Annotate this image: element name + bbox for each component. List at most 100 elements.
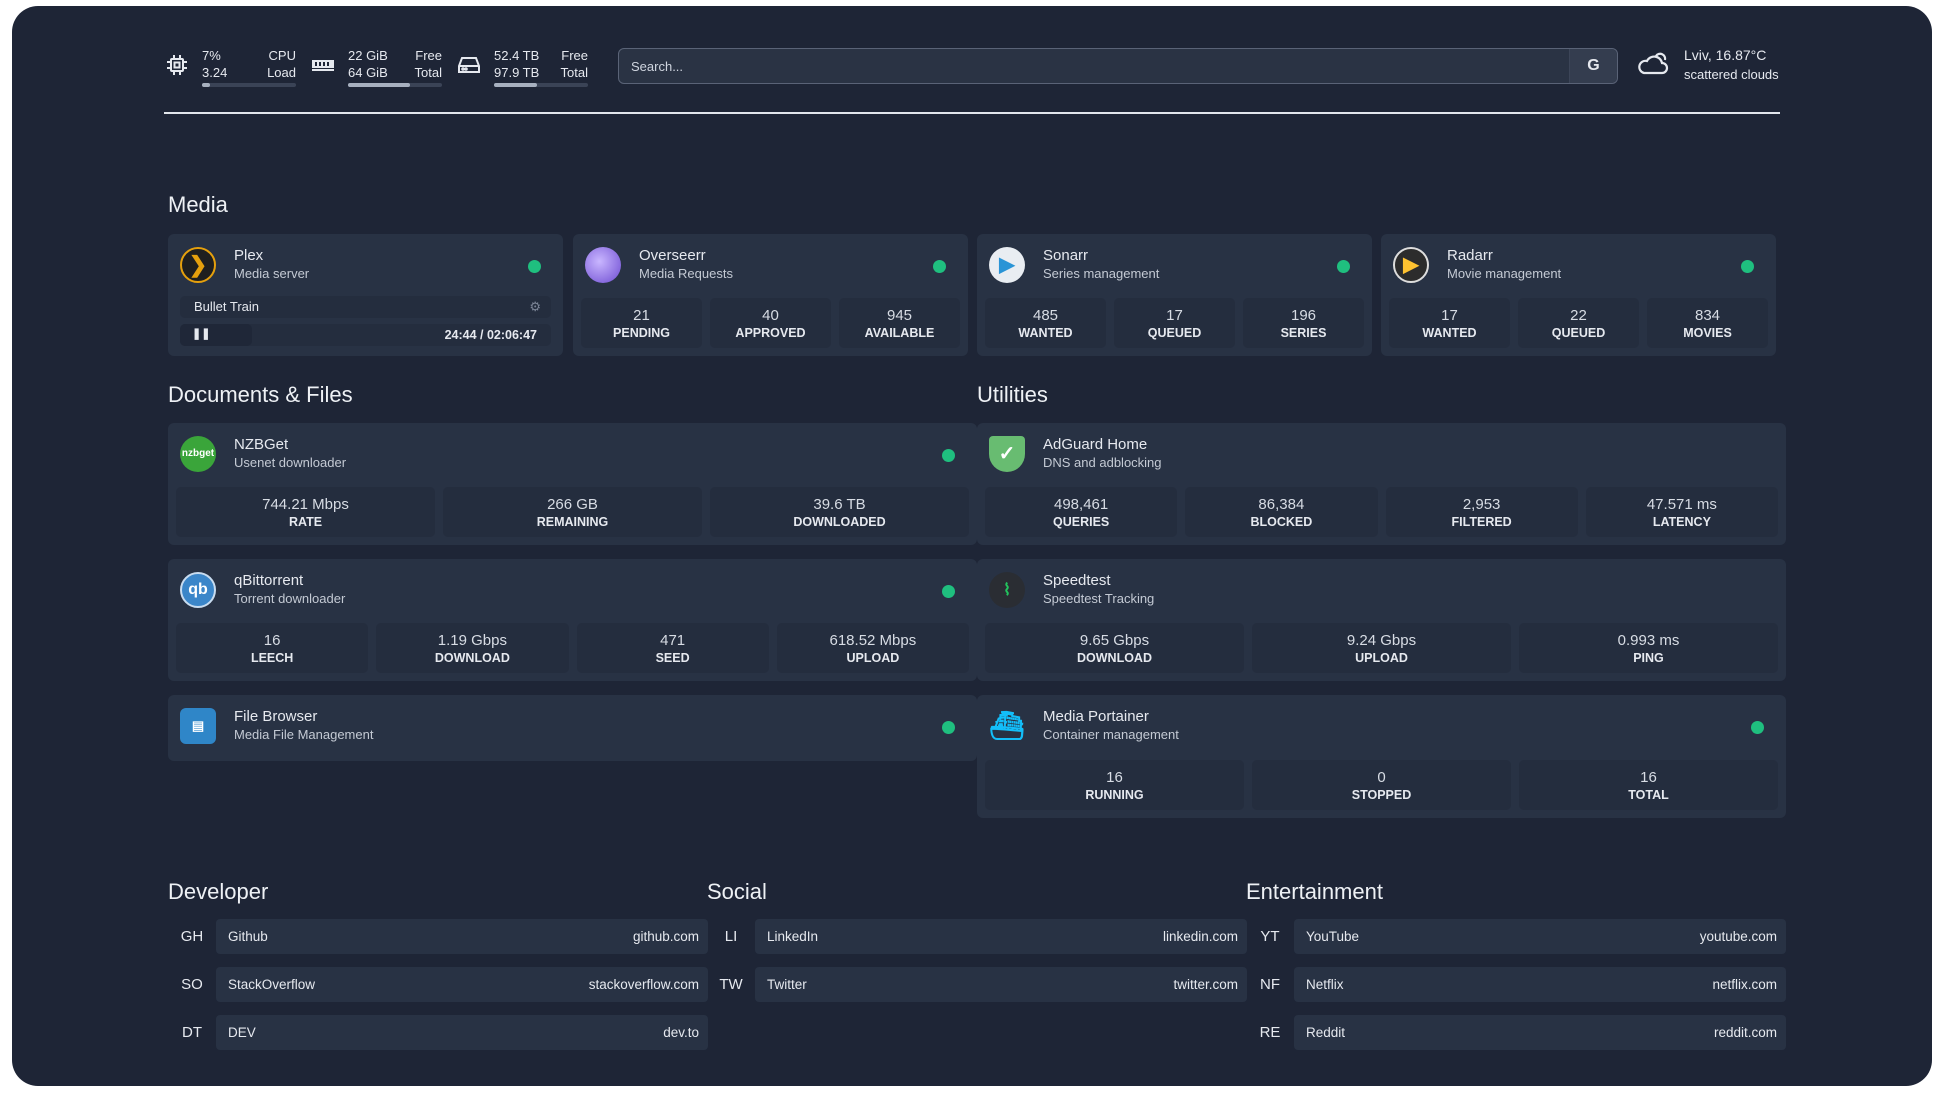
- stat-filtered: 2,953 FILTERED: [1385, 487, 1578, 537]
- bookmark-name: Netflix: [1306, 977, 1344, 992]
- disk-icon: [456, 52, 482, 78]
- stat-queued: 17 QUEUED: [1114, 298, 1235, 348]
- stats-row: 16 LEECH 1.19 Gbps DOWNLOAD 471 SEED 618.52 Mb…: [176, 623, 969, 673]
- bookmark-name: StackOverflow: [228, 977, 316, 992]
- bookmark-stackoverflow[interactable]: SO StackOverflow stackoverflow.com: [168, 967, 708, 1002]
- playback-time: 24:44 / 02:06:47: [444, 328, 537, 342]
- pause-icon[interactable]: ❚❚: [180, 324, 252, 346]
- qbittorrent-icon: qb: [180, 571, 234, 608]
- bookmark-netflix[interactable]: NF Netflix netflix.com: [1246, 967, 1786, 1002]
- memory-labels: Free Total: [414, 48, 442, 80]
- bookmark-name: DEV: [228, 1025, 256, 1040]
- stats-row: 9.65 Gbps DOWNLOAD 9.24 Gbps UPLOAD 0.993 ms…: [985, 623, 1778, 673]
- cpu-widget: 7% 3.24 CPU Load: [164, 43, 296, 87]
- usage-fill: [202, 83, 210, 87]
- bookmark-link[interactable]: Netflix netflix.com: [1294, 967, 1786, 1002]
- bookmark-reddit[interactable]: RE Reddit reddit.com: [1246, 1015, 1786, 1050]
- search-box: G: [618, 48, 1618, 84]
- weather-widget: Lviv, 16.87°C scattered clouds: [1636, 46, 1779, 84]
- stats-row: 485 WANTED 17 QUEUED 196 SERIES: [985, 298, 1364, 348]
- cpu-usage-bar: [202, 83, 296, 87]
- stat-available: 945 AVAILABLE: [839, 298, 960, 348]
- weather-condition: scattered clouds: [1684, 67, 1779, 82]
- stats-row: 21 PENDING 40 APPROVED 945 AVAILABLE: [581, 298, 960, 348]
- memory-values: 22 GiB 64 GiB: [348, 48, 388, 80]
- cpu-icon: [164, 52, 190, 78]
- bookmark-link[interactable]: Github github.com: [216, 919, 708, 954]
- divider: [164, 112, 1780, 114]
- stat-wanted: 485 WANTED: [985, 298, 1106, 348]
- stat-leech: 16 LEECH: [176, 623, 369, 673]
- settings-icon[interactable]: ⚙: [529, 299, 541, 314]
- bookmark-url: twitter.com: [1173, 977, 1238, 992]
- bookmark-url: linkedin.com: [1162, 929, 1238, 944]
- stat-total: 16 TOTAL: [1519, 760, 1778, 810]
- service-card-file-browser[interactable]: ▤ File Browser Media File Management: [168, 695, 977, 761]
- bookmark-linkedin[interactable]: LI LinkedIn linkedin.com: [707, 919, 1247, 954]
- service-card-sonarr[interactable]: ▶ Sonarr Series management 485 WANTED 17 QUEUE…: [977, 234, 1372, 356]
- nzbget-icon: nzbget: [180, 435, 234, 472]
- section-title-social: Social: [707, 879, 767, 904]
- service-card-nzbget[interactable]: nzbget NZBGet Usenet downloader 744.21 Mbps…: [168, 423, 977, 545]
- bookmark-github[interactable]: GH Github github.com: [168, 919, 708, 954]
- bookmark-link[interactable]: Reddit reddit.com: [1294, 1015, 1786, 1050]
- service-card-adguard-home[interactable]: ✓ AdGuard Home DNS and adblocking 498,461 QU…: [977, 423, 1786, 545]
- service-name: Media Portainer: [1043, 708, 1149, 725]
- service-card-media-portainer[interactable]: ⛴ Media Portainer Container management 16 RU…: [977, 695, 1786, 818]
- usage-fill: [348, 83, 411, 87]
- bookmark-link[interactable]: YouTube youtube.com: [1294, 919, 1786, 954]
- status-indicator: [1751, 721, 1764, 734]
- service-name: Radarr: [1447, 247, 1493, 264]
- stat-approved: 40 APPROVED: [710, 298, 831, 348]
- stat-rate: 744.21 Mbps RATE: [176, 487, 435, 537]
- status-indicator: [1741, 260, 1754, 273]
- search-input[interactable]: [619, 58, 1569, 74]
- service-name: File Browser: [234, 708, 318, 725]
- service-name: Sonarr: [1043, 247, 1089, 264]
- bookmark-link[interactable]: DEV dev.to: [216, 1015, 708, 1050]
- service-description: Container management: [1043, 727, 1179, 742]
- weather-location-temp: Lviv, 16.87°C: [1684, 47, 1767, 63]
- service-card-radarr[interactable]: ▶ Radarr Movie management 17 WANTED 22 QUEUED 8…: [1381, 234, 1776, 356]
- service-card-plex[interactable]: ❯ Plex Media server Bullet Train ⚙ ❚❚ 24:44 …: [168, 234, 563, 356]
- portainer-icon: ⛴: [989, 710, 1025, 741]
- bookmark-link[interactable]: Twitter twitter.com: [755, 967, 1247, 1002]
- bookmark-link[interactable]: StackOverflow stackoverflow.com: [216, 967, 708, 1002]
- bookmark-link[interactable]: LinkedIn linkedin.com: [755, 919, 1247, 954]
- stat-remaining: 266 GB REMAINING: [443, 487, 702, 537]
- stat-stopped: 0 STOPPED: [1252, 760, 1511, 810]
- service-card-speedtest[interactable]: ⌇ Speedtest Speedtest Tracking 9.65 Gbps DOW…: [977, 559, 1786, 681]
- service-card-qbittorrent[interactable]: qb qBittorrent Torrent downloader 16 LEECH 1.…: [168, 559, 977, 681]
- radarr-icon: ▶: [1393, 246, 1447, 283]
- bookmark-name: Reddit: [1306, 1025, 1346, 1040]
- search-provider-button[interactable]: G: [1569, 49, 1617, 83]
- stat-download: 9.65 Gbps DOWNLOAD: [985, 623, 1244, 673]
- bookmark-url: dev.to: [663, 1025, 699, 1040]
- stat-movies: 834 MOVIES: [1647, 298, 1768, 348]
- bookmark-name: Github: [228, 929, 268, 944]
- usage-fill: [494, 83, 538, 87]
- bookmark-youtube[interactable]: YT YouTube youtube.com: [1246, 919, 1786, 954]
- memory-usage-bar: [348, 83, 442, 87]
- disk-widget: 52.4 TB 97.9 TB Free Total: [456, 43, 588, 87]
- memory-icon: [310, 52, 336, 78]
- bookmark-dev[interactable]: DT DEV dev.to: [168, 1015, 708, 1050]
- stat-seed: 471 SEED: [576, 623, 769, 673]
- dashboard: 7% 3.24 CPU Load 22 GiB 64 GiB Free Total 52.4…: [12, 6, 1932, 1086]
- section-title-utilities: Utilities: [977, 382, 1048, 407]
- bookmark-url: github.com: [632, 929, 699, 944]
- service-card-overseerr[interactable]: Overseerr Media Requests 21 PENDING 40 APPROV…: [573, 234, 968, 356]
- stats-row: 16 RUNNING 0 STOPPED 16 TOTAL: [985, 760, 1778, 810]
- service-name: NZBGet: [234, 436, 289, 453]
- bookmark-twitter[interactable]: TW Twitter twitter.com: [707, 967, 1247, 1002]
- bookmark-url: reddit.com: [1713, 1025, 1777, 1040]
- bookmark-name: YouTube: [1306, 929, 1360, 944]
- speedtest-pulse-icon: ⌇: [989, 571, 1043, 608]
- bookmark-abbreviation: RE: [1259, 1024, 1281, 1041]
- bookmark-abbreviation: TW: [719, 976, 743, 993]
- plex-icon: ❯: [180, 246, 216, 283]
- stat-blocked: 86,384 BLOCKED: [1185, 487, 1378, 537]
- cpu-labels: CPU Load: [267, 48, 296, 80]
- bookmark-url: netflix.com: [1712, 977, 1777, 992]
- service-description: Torrent downloader: [234, 591, 346, 606]
